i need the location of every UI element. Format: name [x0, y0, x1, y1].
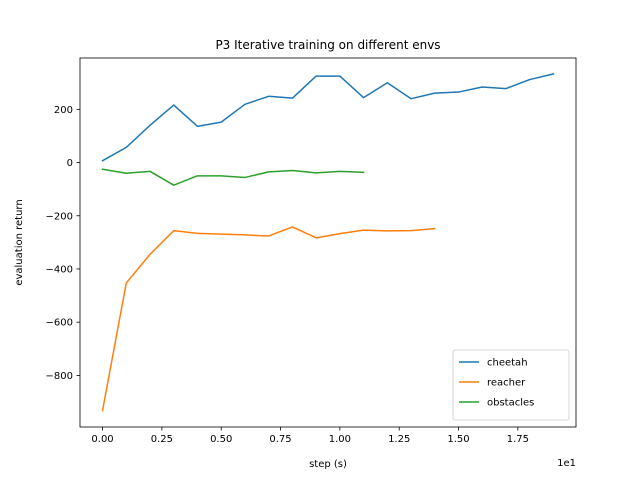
x-tick-label: 0.50	[210, 434, 232, 445]
series-line-obstacles	[101, 168, 365, 186]
x-offset-text: 1e1	[557, 458, 576, 469]
y-tick-label: 200	[54, 105, 73, 116]
y-tick-label: −800	[46, 371, 73, 382]
legend-label-reacher: reacher	[487, 378, 526, 389]
legend: cheetah reacher obstacles	[452, 349, 570, 421]
legend-label-cheetah: cheetah	[487, 358, 528, 369]
series-line-cheetah	[101, 73, 555, 162]
y-axis-label: evaluation return	[14, 199, 25, 285]
x-tick-label: 0.75	[269, 434, 291, 445]
y-tick-label: −200	[46, 211, 73, 222]
y-tick-label: −400	[46, 264, 73, 275]
y-tick-label: 0	[67, 158, 73, 169]
x-tick-label: 0.00	[91, 434, 113, 445]
chart-title: P3 Iterative training on different envs	[215, 38, 440, 52]
x-tick-label: 1.00	[329, 434, 351, 445]
y-tick-label: −600	[46, 318, 73, 329]
x-tick-label: 1.50	[447, 434, 469, 445]
axes-frame	[79, 57, 577, 428]
x-tick-label: 1.75	[507, 434, 529, 445]
series-layer	[101, 73, 555, 412]
series-line-reacher	[101, 226, 436, 412]
x-tick-label: 0.25	[151, 434, 173, 445]
legend-label-obstacles: obstacles	[487, 398, 534, 409]
axes-layer: 0.00 0.25 0.50 0.75 1.00 1.25 1.50 1.75 −800 −600…	[46, 57, 577, 445]
x-axis-label: step (s)	[309, 459, 347, 470]
legend-box	[452, 349, 570, 421]
x-tick-label: 1.25	[388, 434, 410, 445]
